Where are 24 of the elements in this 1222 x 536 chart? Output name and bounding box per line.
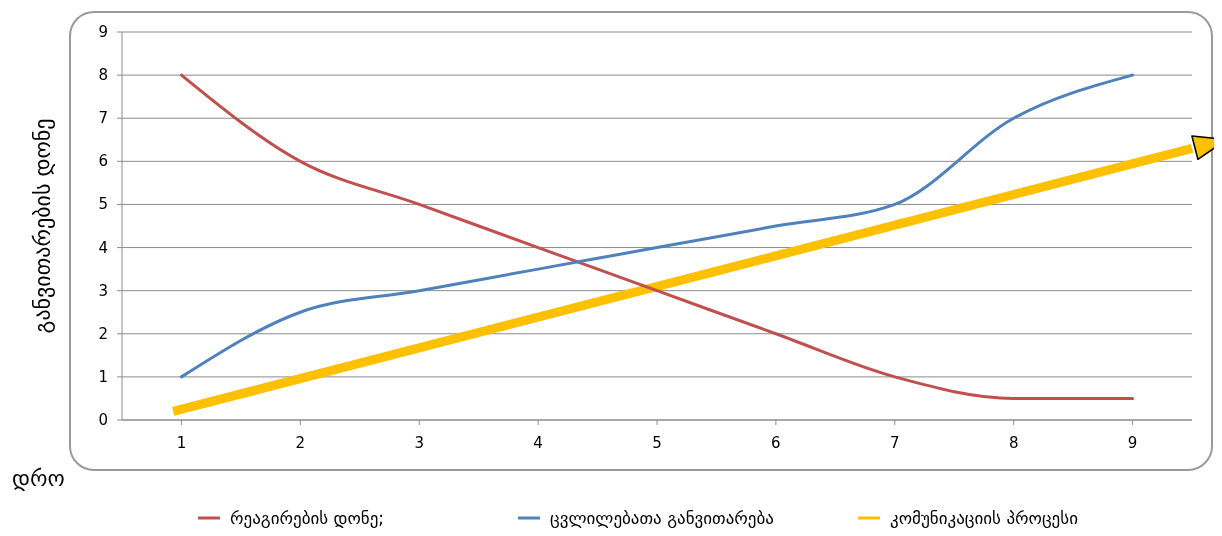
- y-axis-title: განვითარების დონე: [30, 118, 55, 334]
- y-tick-label: 9: [98, 23, 108, 41]
- y-tick-label: 8: [98, 66, 108, 85]
- x-tick-label: 8: [1008, 434, 1019, 452]
- y-tick-label: 2: [98, 324, 108, 343]
- x-tick-label: 4: [533, 434, 543, 452]
- x-tick-label: 7: [890, 434, 900, 452]
- y-tick-label: 1: [98, 367, 108, 386]
- y-tick-label: 6: [98, 152, 108, 171]
- y-tick-label: 5: [98, 195, 108, 214]
- y-tick-label: 0: [98, 411, 108, 429]
- x-tick-label: 5: [652, 434, 662, 452]
- x-tick-label: 6: [771, 434, 781, 452]
- x-axis-title: დრო: [12, 466, 65, 491]
- y-tick-label: 3: [98, 281, 108, 300]
- x-tick-label: 1: [176, 434, 187, 452]
- y-tick-label: 4: [98, 238, 108, 257]
- y-tick-label: 7: [98, 109, 108, 128]
- x-tick-label: 9: [1127, 434, 1138, 452]
- legend-label: ცვლილებათა განვითარება: [550, 508, 774, 528]
- legend-label: რეაგირების დონე;: [230, 508, 385, 528]
- x-tick-label: 2: [295, 434, 306, 452]
- x-tick-label: 3: [414, 434, 424, 452]
- legend-label: კომუნიკაციის პროცესი: [890, 508, 1078, 528]
